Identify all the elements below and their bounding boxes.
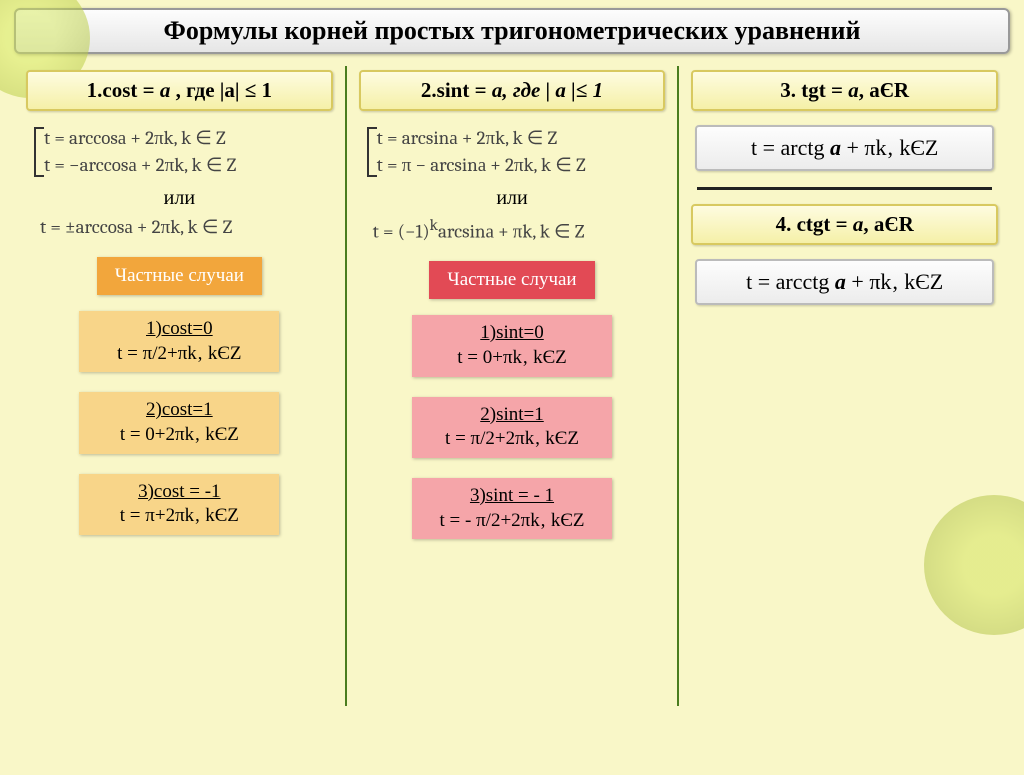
case-sin-2-head: 2)sint=1	[480, 404, 544, 425]
heading-tg: 3. tgt = а, аЄR	[691, 70, 998, 111]
solution-tg-pre: t = arctg	[751, 135, 830, 160]
or-sin: или	[359, 187, 666, 210]
solution-tg-post: + πk‚ kЄZ	[841, 135, 938, 160]
case-sin-1-head: 1)sint=0	[480, 322, 544, 343]
solution-tg-var: а	[830, 135, 841, 160]
formula-sin-combined: t = (−1)karcsinа + πk, k ∈ Z	[373, 216, 666, 243]
case-cos-2-head: 2)cost=1	[146, 399, 213, 420]
case-sin-2-body: t = π/2+2πk‚ kЄZ	[445, 428, 579, 449]
column-tg-ctg: 3. tgt = а, аЄR t = arctg а + πk‚ kЄZ 4.…	[679, 66, 1010, 706]
bracket-sin: t = arcsinа + 2πk, k ∈ Z t = π − arcsinа…	[377, 125, 666, 179]
case-sin-1: 1)sint=0 t = 0+πk‚ kЄZ	[412, 315, 612, 376]
case-cos-2: 2)cost=1 t = 0+2πk‚ kЄZ	[79, 392, 279, 453]
heading-ctg-pre: 4. ctgt =	[776, 212, 853, 236]
case-sin-3: 3)sint = - 1 t = - π/2+2πk‚ kЄZ	[412, 478, 612, 539]
heading-tg-post: , аЄR	[859, 78, 909, 102]
case-sin-1-body: t = 0+πk‚ kЄZ	[457, 347, 567, 368]
formula-sin-combined-sup: k	[430, 216, 438, 234]
formula-sin-combined-pre: t = (−1)	[373, 220, 430, 242]
special-cases-label-cos: Частные случаи	[97, 257, 262, 295]
heading-sin-mid: , где	[502, 78, 545, 102]
solution-ctg-pre: t = arcctg	[746, 269, 835, 294]
formula-sin-1: t = arcsinа + 2πk, k ∈ Z	[377, 125, 666, 152]
column-sin: 2.sint = а, где | а |≤ 1 t = arcsinа + 2…	[347, 66, 680, 706]
case-sin-3-head: 3)sint = - 1	[470, 485, 554, 506]
heading-sin-post: | а |≤ 1	[546, 78, 604, 102]
heading-cos-var: а	[160, 78, 171, 102]
solution-ctg-post: + πk‚ kЄZ	[846, 269, 943, 294]
divider-tg-ctg	[697, 187, 992, 190]
case-sin-3-body: t = - π/2+2πk‚ kЄZ	[440, 510, 585, 531]
page-title: Формулы корней простых тригонометрически…	[14, 8, 1010, 54]
formula-cos-2: t = −arccosа + 2πk, k ∈ Z	[44, 152, 333, 179]
case-cos-3: 3)cost = -1 t = π+2πk‚ kЄZ	[79, 474, 279, 535]
heading-ctg: 4. ctgt = а, аЄR	[691, 204, 998, 245]
formula-sin-combined-post: arcsinа + πk, k ∈ Z	[438, 220, 584, 242]
bracket-cos: t = arccosа + 2πk, k ∈ Z t = −arccosа + …	[44, 125, 333, 179]
solution-ctg: t = arcctg а + πk‚ kЄZ	[695, 259, 994, 305]
formula-sin-2: t = π − arcsinа + 2πk, k ∈ Z	[377, 152, 666, 179]
case-sin-2: 2)sint=1 t = π/2+2πk‚ kЄZ	[412, 397, 612, 458]
columns-container: 1.cost = а , где |a| ≤ 1 t = arccosа + 2…	[0, 66, 1024, 706]
heading-cos-pre: 1.cost =	[87, 78, 160, 102]
or-cos: или	[26, 187, 333, 210]
case-cos-3-head: 3)cost = -1	[138, 481, 220, 502]
formula-cos-1: t = arccosа + 2πk, k ∈ Z	[44, 125, 333, 152]
heading-sin-pre: 2.sint =	[421, 78, 492, 102]
heading-cos-post: , где |a| ≤ 1	[170, 78, 272, 102]
solution-tg: t = arctg а + πk‚ kЄZ	[695, 125, 994, 171]
case-cos-1: 1)cost=0 t = π/2+πk‚ kЄZ	[79, 311, 279, 372]
formula-cos-combined: t = ±arccosа + 2πk, k ∈ Z	[40, 216, 333, 239]
heading-tg-var: а	[848, 78, 859, 102]
heading-tg-pre: 3. tgt =	[780, 78, 848, 102]
heading-cos: 1.cost = а , где |a| ≤ 1	[26, 70, 333, 111]
case-cos-1-body: t = π/2+πk‚ kЄZ	[117, 343, 241, 364]
heading-ctg-post: , аЄR	[863, 212, 913, 236]
solution-ctg-var: а	[835, 269, 846, 294]
heading-ctg-var: а	[853, 212, 864, 236]
column-cos: 1.cost = а , где |a| ≤ 1 t = arccosа + 2…	[14, 66, 347, 706]
heading-sin-var: а	[492, 78, 503, 102]
heading-sin: 2.sint = а, где | а |≤ 1	[359, 70, 666, 111]
case-cos-2-body: t = 0+2πk‚ kЄZ	[120, 424, 239, 445]
case-cos-3-body: t = π+2πk‚ kЄZ	[120, 505, 239, 526]
special-cases-label-sin: Частные случаи	[429, 261, 594, 299]
case-cos-1-head: 1)cost=0	[146, 318, 213, 339]
